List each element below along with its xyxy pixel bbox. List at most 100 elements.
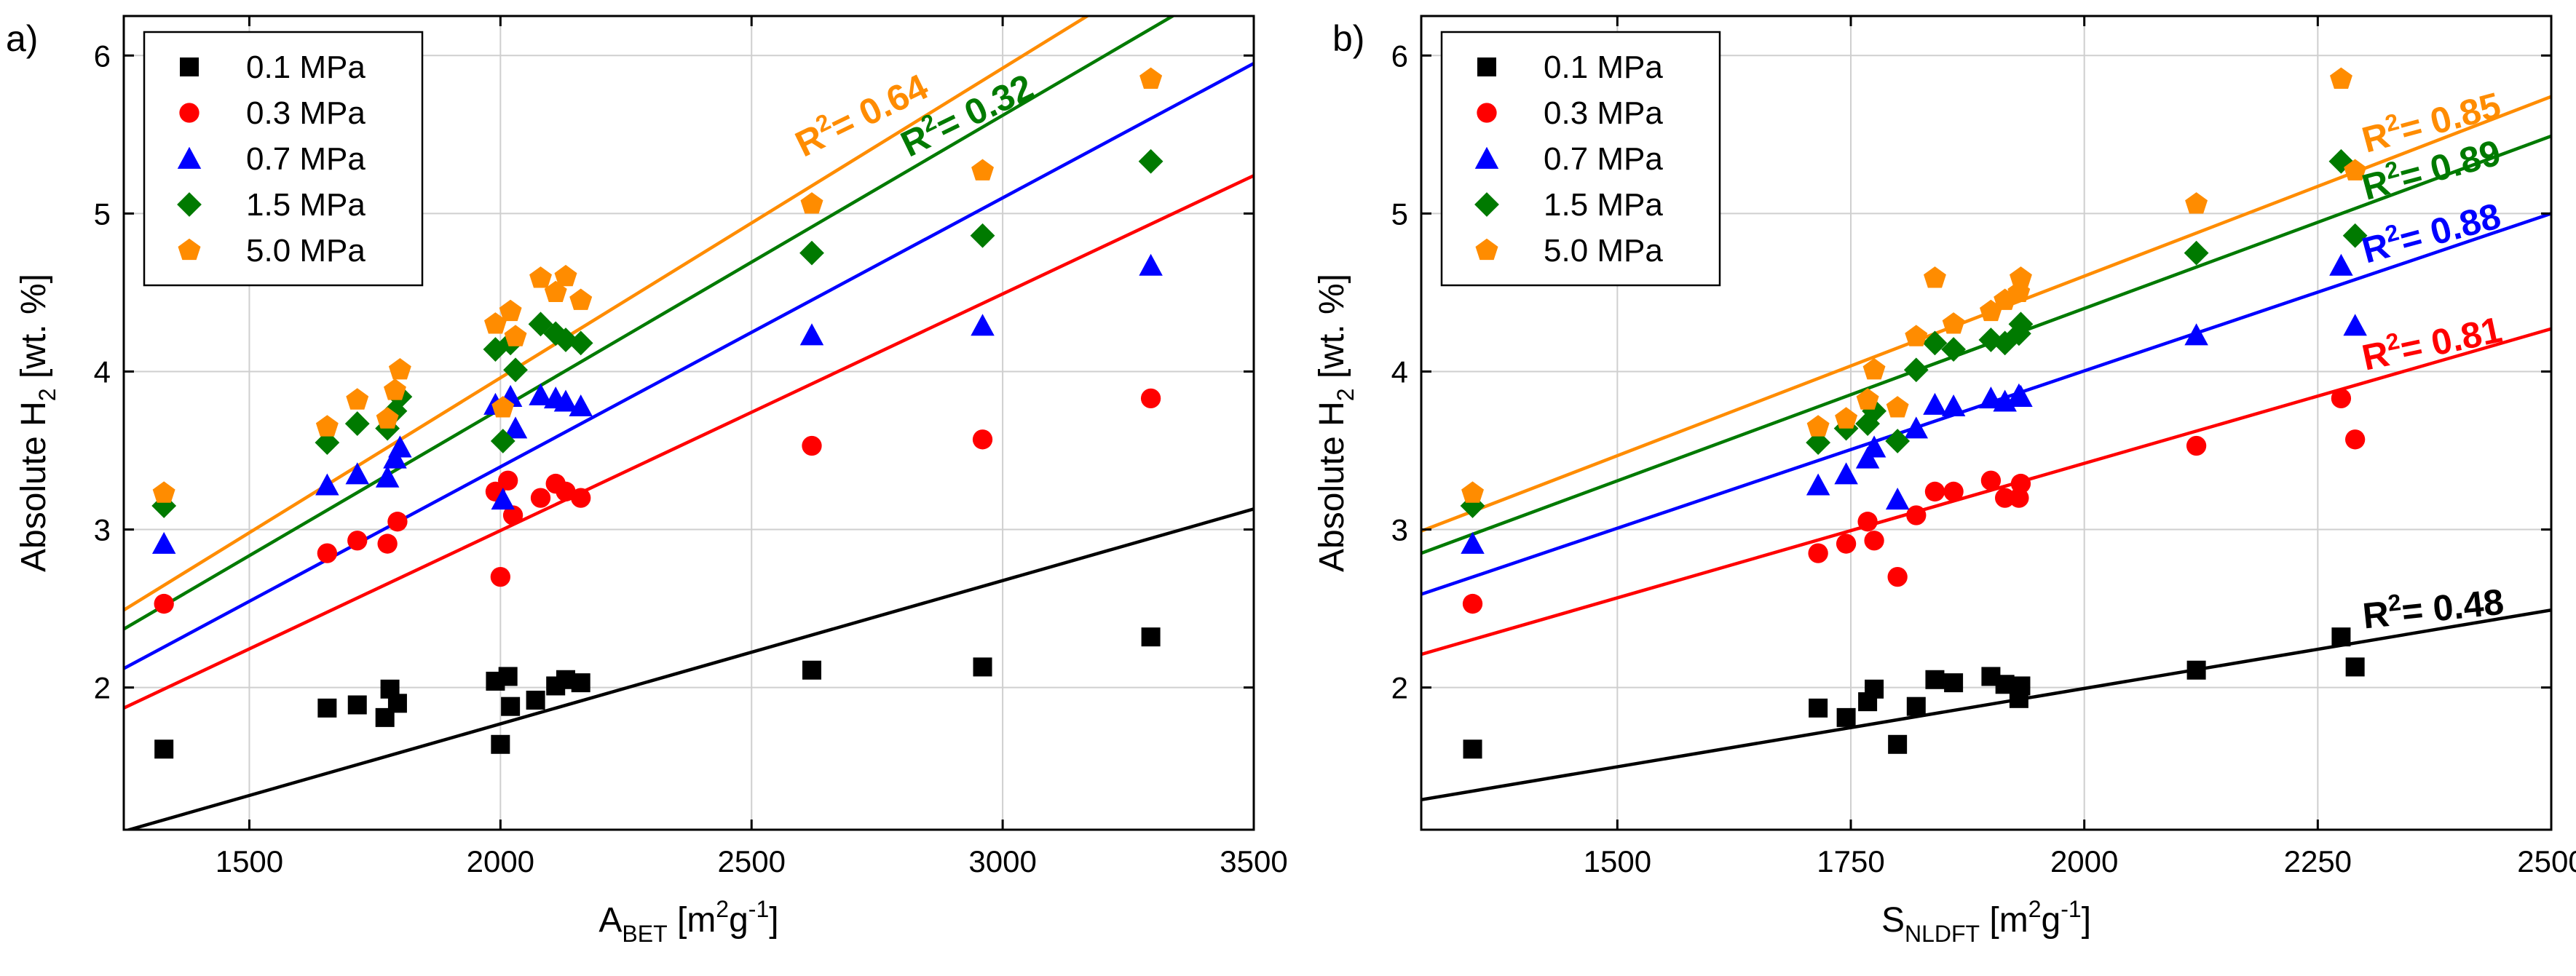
data-point [502, 505, 524, 525]
data-point [1806, 473, 1830, 496]
data-point [2011, 676, 2031, 696]
data-point [2331, 627, 2351, 647]
y-tick-label: 3 [94, 513, 111, 547]
data-point [503, 357, 528, 383]
fit-lines [124, 16, 1254, 830]
data-point [1808, 543, 1828, 563]
data-point [2184, 240, 2209, 266]
data-point [1943, 481, 1964, 502]
data-point [571, 488, 591, 508]
data-point [498, 470, 518, 491]
fit-line-07 [124, 62, 1254, 670]
data-point [1862, 398, 1886, 424]
data-point [2185, 192, 2208, 214]
data-point [1862, 435, 1886, 458]
legend-label: 0.7 MPa [246, 141, 366, 177]
legend-label: 0.1 MPa [246, 49, 366, 85]
y-axis-title: Absolute H2 [wt. %] [15, 274, 60, 572]
data-point [484, 312, 507, 334]
legend-marker [177, 192, 202, 217]
data-point [2010, 266, 2032, 288]
y-tick-label: 5 [94, 197, 111, 231]
data-point [1925, 670, 1945, 689]
x-tick-label: 2250 [2284, 844, 2352, 878]
data-point [1864, 531, 1884, 551]
data-point [802, 660, 821, 680]
data-point [490, 567, 510, 587]
data-point [802, 435, 822, 456]
y-tick-label: 3 [1391, 513, 1408, 547]
x-tick-label: 3000 [968, 844, 1036, 878]
panel-b: 1500 1750 2000 2250 2500 2 3 4 5 6 SNLDFT [m2g-1] A… [1313, 15, 2576, 947]
x-tick-label: 1500 [1584, 844, 1651, 878]
data-point [530, 488, 551, 508]
data-point [1944, 673, 1964, 693]
data-point [1862, 358, 1886, 380]
series-01 [154, 627, 1161, 759]
data-point [1941, 394, 1966, 417]
panel-label: b) [1332, 18, 1364, 59]
data-point [971, 314, 995, 336]
fit-line-50 [124, 16, 1091, 612]
series-03 [154, 388, 1161, 614]
data-point [503, 416, 528, 439]
data-point [376, 407, 399, 429]
data-point [2344, 429, 2366, 450]
legend-marker [178, 238, 201, 261]
legend-label: 5.0 MPa [246, 233, 366, 269]
x-tick-label: 2000 [2050, 844, 2118, 878]
data-point [1924, 481, 1945, 502]
data-point [387, 694, 407, 713]
y-tick-label: 2 [94, 671, 111, 705]
legend-marker [179, 103, 199, 123]
data-point [490, 429, 515, 453]
data-point [554, 264, 577, 287]
data-point [384, 378, 406, 400]
data-point [972, 429, 993, 450]
data-point [971, 159, 994, 180]
data-point [569, 288, 593, 310]
y-tick-label: 4 [94, 354, 111, 389]
data-point [1923, 392, 1947, 415]
data-point [2342, 223, 2368, 248]
data-point [529, 383, 553, 405]
y-tick-label: 2 [1391, 671, 1408, 705]
data-point [1906, 505, 1927, 525]
data-point [2331, 388, 2352, 409]
data-point [800, 192, 823, 214]
data-point [375, 465, 400, 488]
legend-label: 5.0 MPa [1544, 233, 1663, 269]
data-point [504, 325, 527, 346]
data-point [1885, 429, 1911, 453]
data-point [1924, 266, 1946, 288]
y-tick-label: 6 [94, 39, 111, 73]
data-point [1905, 325, 1928, 346]
x-tick-label: 3500 [1220, 844, 1287, 878]
x-axis-title: SNLDFT [m2g-1] [1881, 896, 2091, 947]
fit-line-01 [124, 507, 1254, 830]
legend-marker [1477, 57, 1496, 76]
data-point [553, 389, 578, 412]
data-point [1906, 697, 1926, 716]
data-point [346, 388, 369, 410]
series-01 [1463, 627, 2365, 759]
data-point [1942, 312, 1965, 334]
fit-line-15 [124, 16, 1177, 631]
data-point [1834, 462, 1858, 485]
data-point [152, 481, 175, 503]
data-point [568, 330, 593, 356]
data-point [2328, 148, 2354, 174]
data-point [1941, 337, 1967, 362]
x-tick-label: 1500 [216, 844, 283, 878]
legend-marker [180, 57, 199, 76]
data-point [1904, 416, 1929, 439]
data-point [347, 695, 367, 715]
data-point [1903, 357, 1929, 383]
data-point [2345, 657, 2365, 677]
data-point [1141, 627, 1161, 647]
data-point [491, 396, 515, 418]
data-point [154, 739, 174, 759]
data-point [317, 543, 338, 563]
series-07 [1461, 253, 2367, 554]
data-point [498, 667, 518, 686]
